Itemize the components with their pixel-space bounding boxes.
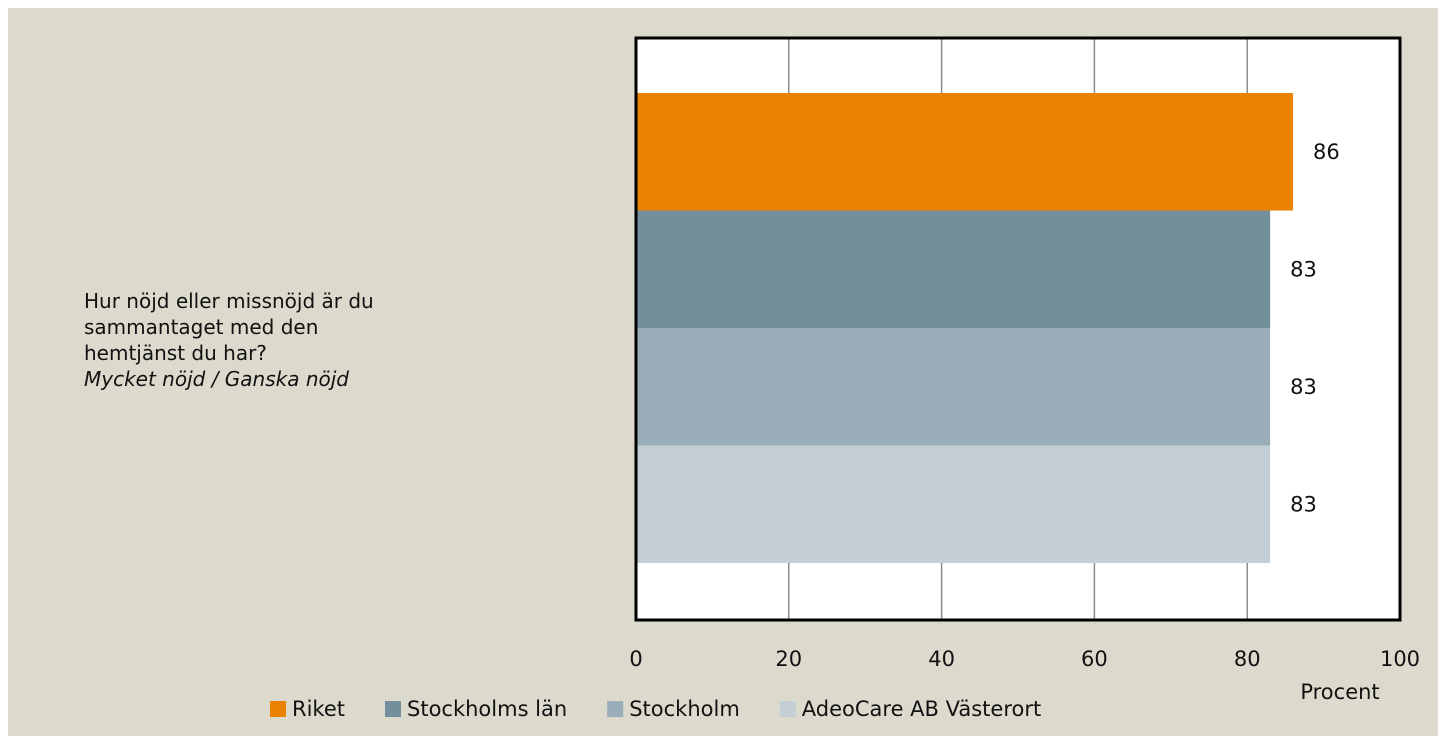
legend-swatch [607, 701, 624, 717]
bar [636, 210, 1271, 328]
legend-label: Stockholms län [407, 697, 567, 721]
category-note: Mycket nöjd / Ganska nöjd [84, 367, 349, 391]
legend-swatch [779, 701, 796, 717]
x-tick-label: 80 [1234, 647, 1261, 671]
bar [636, 328, 1271, 446]
x-tick-label: 60 [1081, 647, 1108, 671]
category-text: Hur nöjd eller missnöjd är du sammantage… [84, 289, 374, 365]
plot-border [634, 36, 1402, 622]
legend-swatch [385, 701, 401, 717]
value-label: 83 [1290, 492, 1317, 516]
legend-label: Stockholm [629, 697, 740, 721]
x-tick-label: 0 [629, 647, 642, 671]
x-tick-label: 20 [775, 647, 802, 671]
legend-label: Riket [292, 697, 345, 721]
x-tick-label: 100 [1380, 647, 1420, 671]
x-axis-label: Procent [1300, 680, 1379, 704]
legend-label: AdeoCare AB Västerort [802, 697, 1041, 721]
bar [636, 93, 1294, 211]
legend-swatch [270, 701, 286, 717]
bar [636, 445, 1271, 563]
value-label: 83 [1290, 257, 1317, 281]
x-tick-label: 40 [928, 647, 955, 671]
value-label: 83 [1290, 375, 1317, 399]
value-label: 86 [1313, 140, 1340, 164]
category-label: Hur nöjd eller missnöjd är du sammantage… [84, 288, 404, 392]
